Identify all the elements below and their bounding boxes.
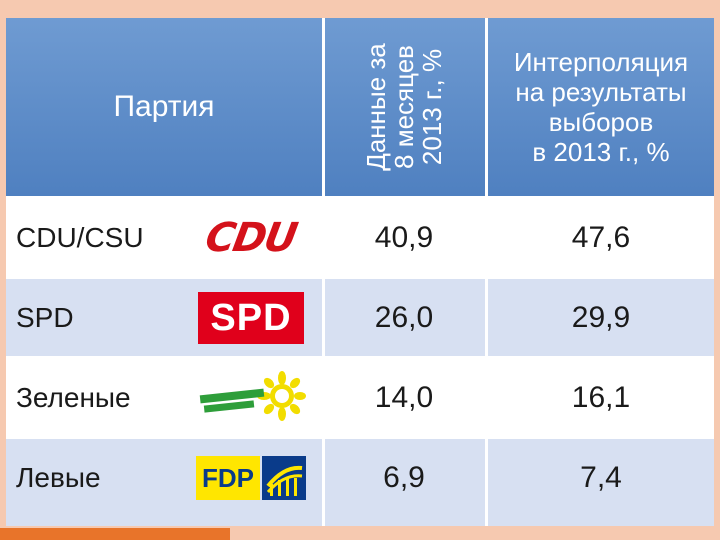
header-data-8-months: Данные за 8 месяцев 2013 г., % <box>324 18 484 196</box>
interpolation-value: 16,1 <box>571 380 631 414</box>
interpolation-value: 47,6 <box>571 220 631 254</box>
page-background-top <box>0 0 720 18</box>
column-divider <box>485 18 488 526</box>
party-name: Зеленые <box>16 381 131 413</box>
greens-logo-icon <box>186 359 316 436</box>
party-name: Левые <box>16 461 101 493</box>
cdu-logo-icon: CDU <box>186 199 316 276</box>
election-results-table: Партия Данные за 8 месяцев 2013 г., % Ин… <box>6 18 714 526</box>
header-interp-line-1: Интерполяция <box>513 47 689 77</box>
fdp-flag-icon <box>262 455 306 500</box>
cdu-logo-text: CDU <box>202 214 300 261</box>
table-row-greens: Зеленые 14,0 16,1 <box>6 356 714 436</box>
interpolation-value: 7,4 <box>580 460 622 494</box>
data-8-months-value: 14,0 <box>374 380 434 414</box>
fdp-logo-icon: FDP <box>186 439 316 516</box>
fdp-logo-text: FDP <box>196 455 260 500</box>
header-data-line-3: 2013 г., % <box>416 48 447 166</box>
header-interp-line-3: выборов <box>548 107 654 137</box>
header-interp-line-2: на результаты <box>515 77 687 107</box>
data-8-months-value: 6,9 <box>383 460 425 494</box>
header-interp-line-4: в 2013 г., % <box>532 137 670 167</box>
table-row-cdu-csu: CDU/CSU CDU 40,9 47,6 <box>6 196 714 276</box>
table-header: Партия Данные за 8 месяцев 2013 г., % Ин… <box>6 18 714 196</box>
data-8-months-value: 40,9 <box>374 220 434 254</box>
spd-logo-icon: SPD <box>186 279 316 356</box>
header-party: Партия <box>113 90 215 123</box>
data-8-months-value: 26,0 <box>374 300 434 334</box>
table-row-spd: SPD SPD 26,0 29,9 <box>6 276 714 356</box>
table-row-left: Левые FDP 6,9 7,4 <box>6 436 714 526</box>
column-divider <box>322 18 325 526</box>
header-interpolation: Интерполяция на результаты выборов в 201… <box>488 18 714 196</box>
header-data-line-2: 8 месяцев <box>388 45 419 169</box>
party-name: SPD <box>16 301 74 333</box>
party-name: CDU/CSU <box>16 221 144 253</box>
spd-logo-text: SPD <box>198 291 304 344</box>
header-data-line-1: Данные за <box>360 43 391 171</box>
bottom-accent-bar <box>0 528 230 540</box>
interpolation-value: 29,9 <box>571 300 631 334</box>
